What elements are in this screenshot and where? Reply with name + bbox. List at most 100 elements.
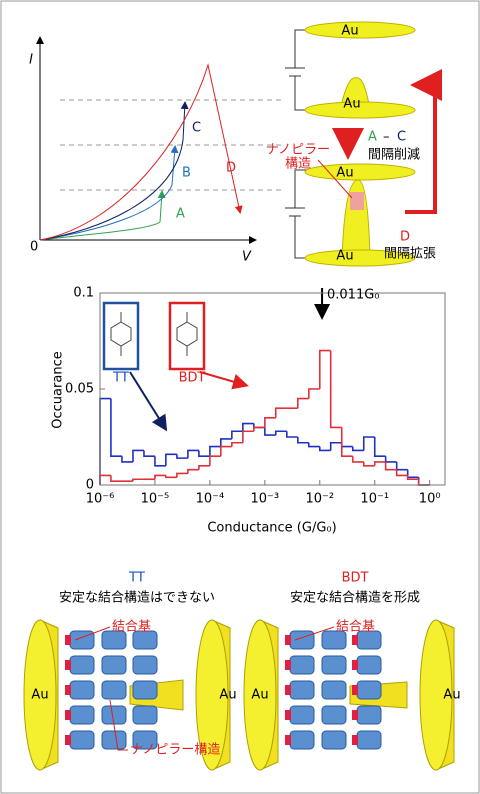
histogram-step xyxy=(375,437,386,456)
histogram-step xyxy=(386,456,397,462)
histogram-step xyxy=(243,424,254,432)
nanopillar-label: 構造 xyxy=(285,157,311,172)
x-tick-label: 10⁰ xyxy=(419,492,441,507)
histogram-step xyxy=(210,447,221,457)
histogram-step xyxy=(287,431,298,437)
curve-label: B xyxy=(182,166,191,181)
histogram-step xyxy=(397,462,408,470)
bottom-note: 安定な結合構造はできない xyxy=(59,591,215,606)
histogram-step xyxy=(232,443,243,447)
curve-label: D xyxy=(226,161,236,176)
molecule xyxy=(102,681,126,699)
histogram-step xyxy=(166,454,177,466)
histogram-step xyxy=(309,389,320,399)
molecule xyxy=(70,731,94,749)
binding-group xyxy=(352,735,358,745)
molecule xyxy=(102,656,126,674)
compress-note: 間隔削減 xyxy=(368,147,420,163)
molecule xyxy=(102,731,126,749)
legend-label: TT xyxy=(112,371,129,386)
binding-group xyxy=(285,635,291,645)
molecule xyxy=(133,706,157,724)
expand-label: D xyxy=(400,230,410,245)
nanopillar-label: ナノピラー xyxy=(266,143,330,158)
bottom-title: BDT xyxy=(342,571,369,586)
histogram-step xyxy=(111,399,122,457)
histogram-step xyxy=(353,456,364,462)
molecule xyxy=(322,681,346,699)
x-tick-label: 10⁻⁵ xyxy=(141,492,170,507)
binding-group xyxy=(285,685,291,695)
histogram-step xyxy=(364,462,375,466)
molecule xyxy=(357,731,381,749)
histogram-step xyxy=(353,447,364,451)
binding-group xyxy=(285,735,291,745)
x-tick-label: 10⁻² xyxy=(305,492,334,507)
histogram-step xyxy=(199,466,210,470)
histogram-step xyxy=(166,475,177,477)
molecule xyxy=(357,706,381,724)
binding-group xyxy=(352,660,358,670)
binding-group xyxy=(65,685,71,695)
peak-label: 0.011G₀ xyxy=(327,288,380,303)
molecule xyxy=(290,706,314,724)
iv-panel xyxy=(40,38,285,240)
histogram-step xyxy=(122,456,133,462)
histogram-step xyxy=(309,443,320,447)
histogram-step xyxy=(265,418,276,428)
histogram-step xyxy=(177,473,188,477)
origin: 0 xyxy=(30,240,38,255)
compress-from: A xyxy=(368,130,377,145)
histogram-step xyxy=(342,443,353,447)
histogram-step xyxy=(265,427,276,435)
compress-to: C xyxy=(397,130,406,145)
x-axis-label: Conductance (G/G₀) xyxy=(207,521,336,536)
x-label: V xyxy=(242,250,252,265)
electrode-label: Au xyxy=(336,166,353,181)
histogram-step xyxy=(100,399,111,485)
binding-group xyxy=(65,660,71,670)
bottom-note: 安定な結合構造を形成 xyxy=(290,591,420,606)
histogram-step xyxy=(276,408,287,418)
y-axis-label: Occuarance xyxy=(51,351,66,428)
molecule xyxy=(322,706,346,724)
histogram-step xyxy=(298,399,309,409)
binding-group xyxy=(65,710,71,720)
histogram-step xyxy=(199,450,210,456)
histogram-step xyxy=(320,351,331,389)
molecule xyxy=(70,681,94,699)
molecule xyxy=(70,656,94,674)
electrode-label: Au xyxy=(443,688,460,703)
expand-note: 間隔拡張 xyxy=(384,247,436,262)
histogram-step xyxy=(177,454,188,458)
histogram-step xyxy=(397,470,408,476)
histogram-step xyxy=(133,450,144,462)
y-tick-label: 0.1 xyxy=(73,286,94,301)
curve-label: A xyxy=(176,207,185,222)
y-tick-label: 0.05 xyxy=(65,382,94,397)
molecule xyxy=(290,656,314,674)
figure: I V 0 A B C D Au Au Au Au A – C 間隔削減 ナノピ… xyxy=(0,0,480,794)
histogram-step xyxy=(243,431,254,443)
x-tick-label: 10⁻¹ xyxy=(360,492,389,507)
histogram-step xyxy=(155,475,166,479)
curve-label: C xyxy=(192,121,201,136)
binding-group xyxy=(352,710,358,720)
histogram-step xyxy=(221,439,232,447)
electrode-label: Au xyxy=(251,688,268,703)
junction-models xyxy=(24,620,454,770)
pillar-label: ナノピラー構造 xyxy=(130,743,220,758)
electrode-label: Au xyxy=(219,688,236,703)
molecule xyxy=(322,731,346,749)
histogram-step xyxy=(254,427,265,431)
x-tick-label: 10⁻⁶ xyxy=(86,492,115,507)
group-label: 結合基 xyxy=(336,620,375,635)
histogram-step xyxy=(100,475,111,485)
molecule xyxy=(133,681,157,699)
histogram-step xyxy=(111,475,122,481)
binding-group xyxy=(352,635,358,645)
histogram-step xyxy=(188,450,199,458)
histogram-step xyxy=(386,462,397,470)
x-tick-label: 10⁻³ xyxy=(251,492,280,507)
molecules xyxy=(104,303,245,428)
